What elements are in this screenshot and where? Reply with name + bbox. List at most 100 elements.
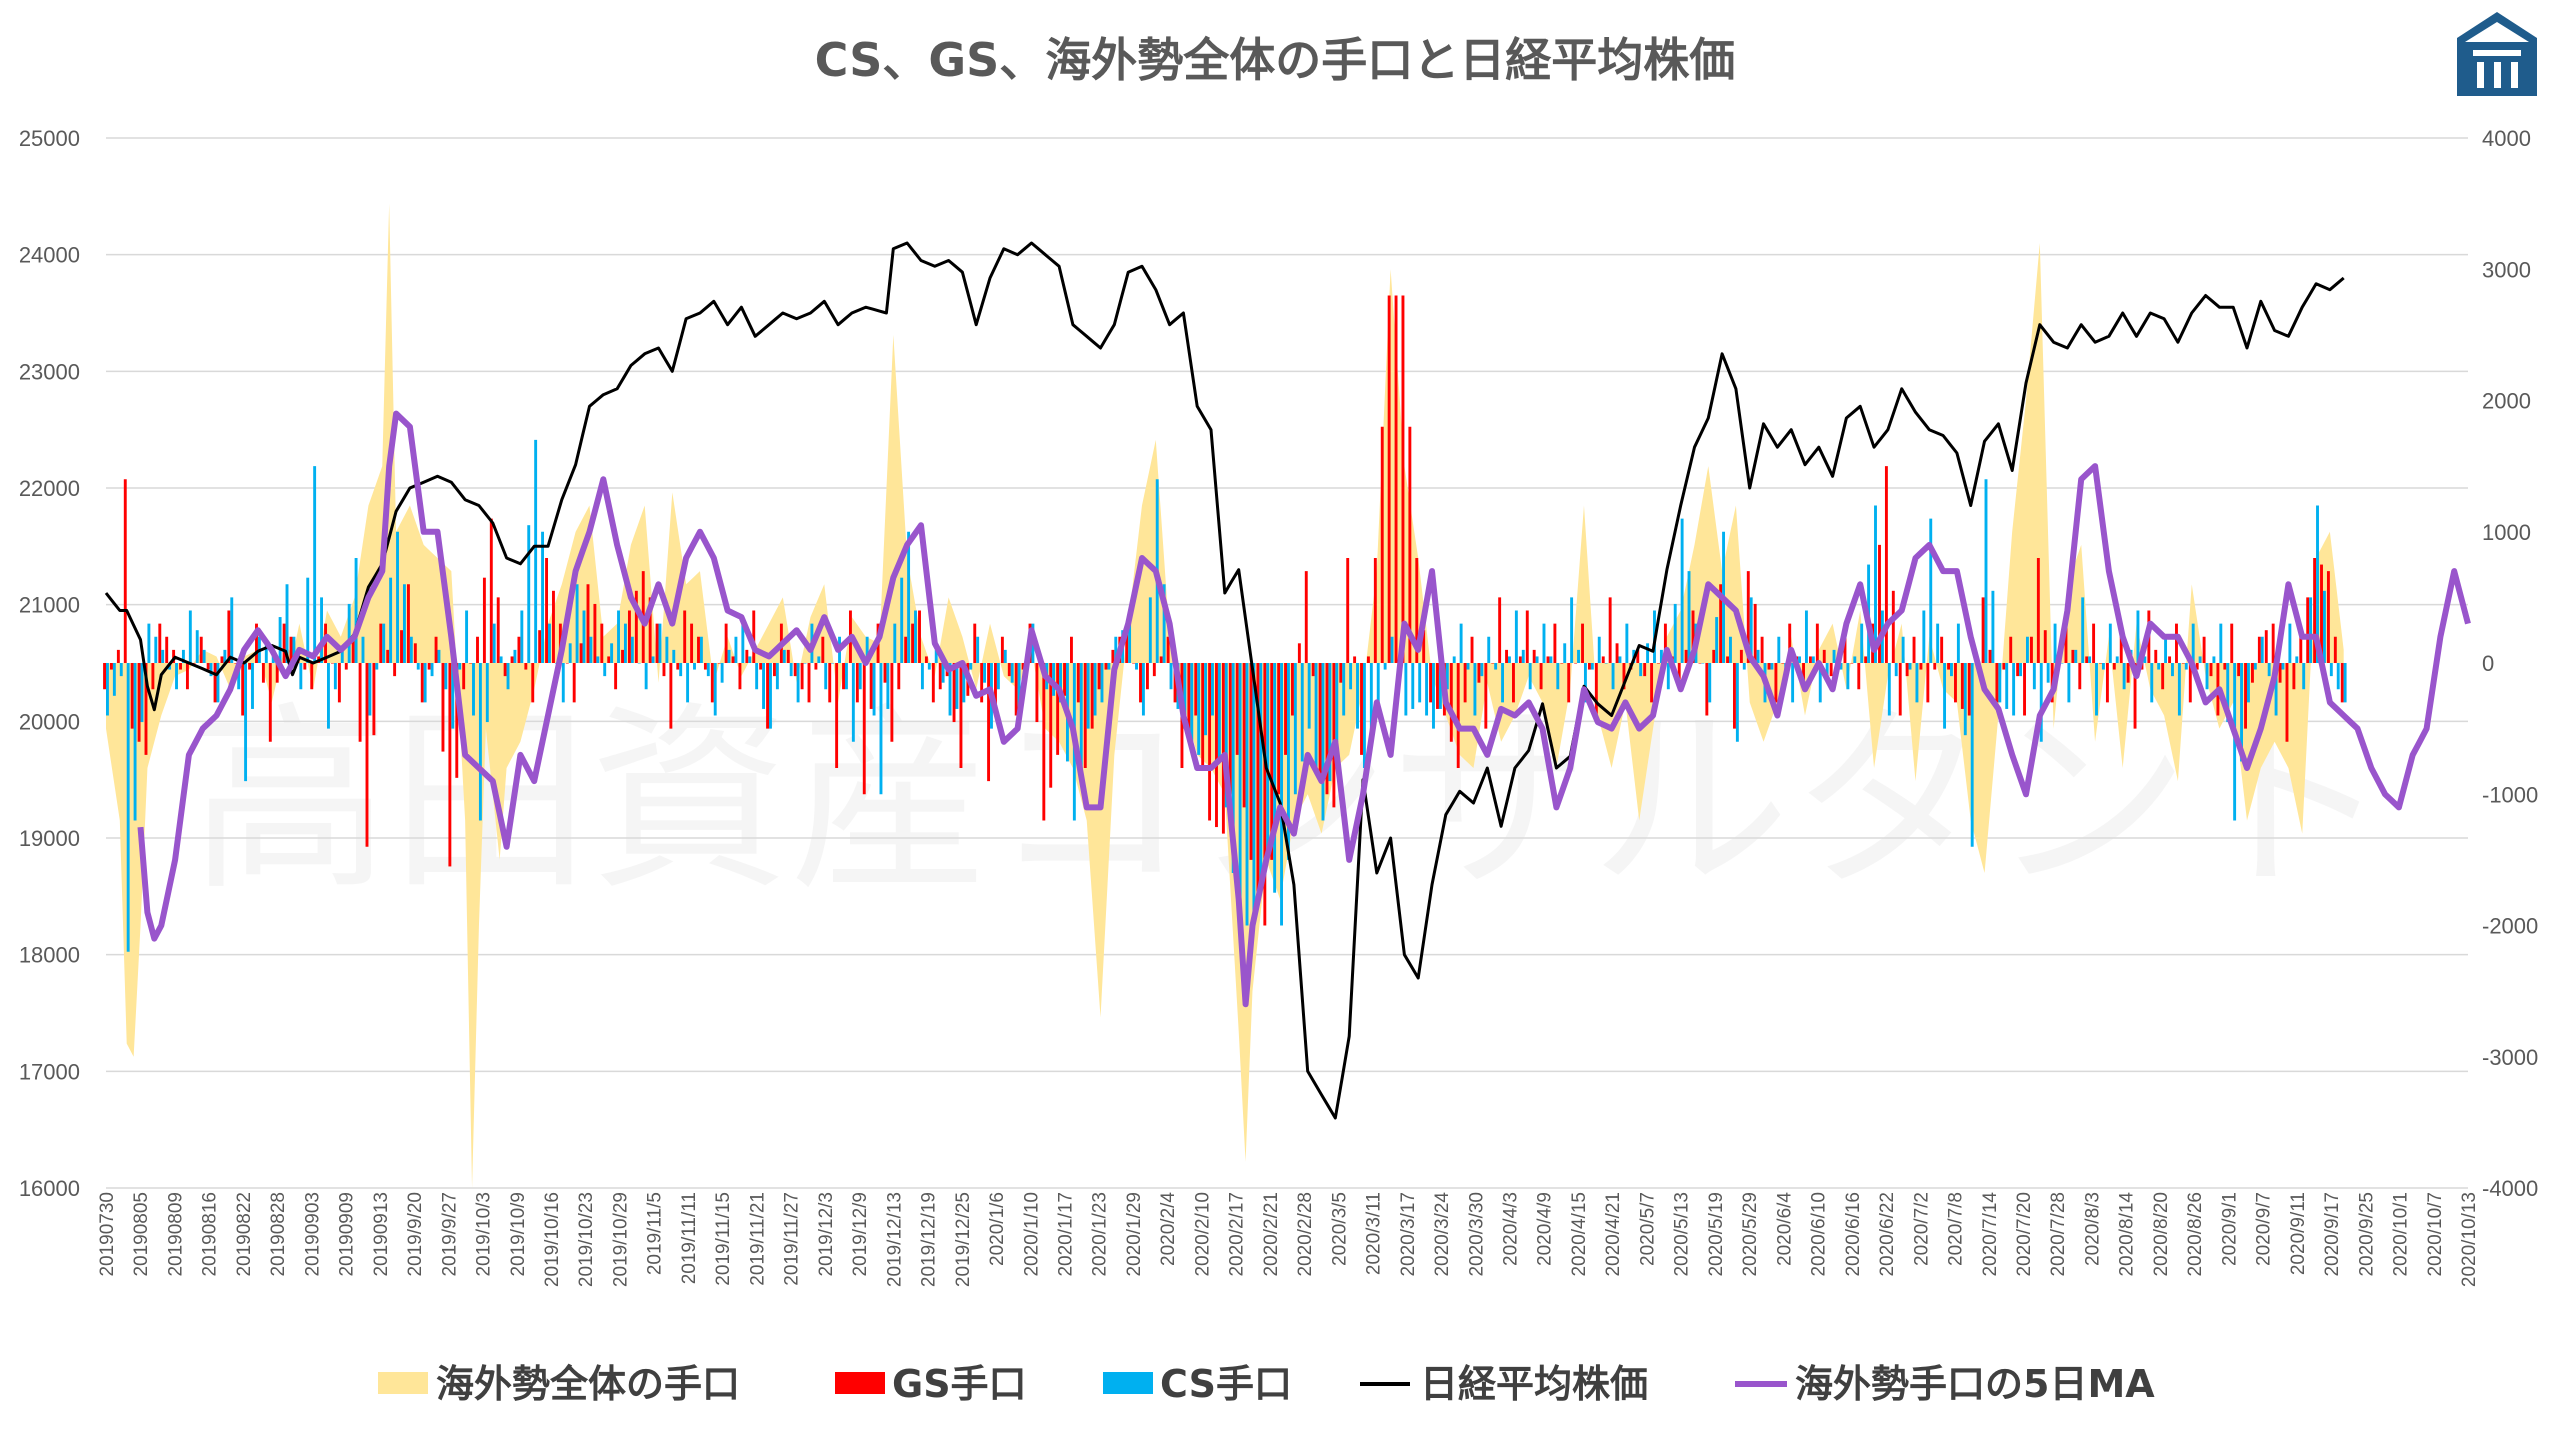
cs-bar	[679, 663, 683, 677]
gs-bar	[1187, 663, 1191, 742]
gs-bar	[994, 663, 997, 709]
cs-bar	[140, 663, 144, 723]
gs-bar	[2099, 663, 2102, 664]
gs-bar	[1277, 663, 1281, 795]
cs-bar	[1059, 663, 1062, 703]
x-tick-label: 2020/4/9	[1535, 1192, 1556, 1266]
x-tick-label: 2020/3/30	[1466, 1192, 1487, 1277]
gs-bar	[1387, 295, 1391, 663]
gs-bar	[717, 663, 721, 664]
cs-bar	[927, 663, 931, 670]
gs-bar	[1947, 663, 1951, 670]
cs-bar	[1577, 649, 1580, 663]
cs-bar	[1998, 663, 2002, 703]
cs-bar	[755, 663, 759, 690]
gs-bar	[607, 656, 611, 663]
cs-bar	[409, 636, 413, 663]
gs-bar	[648, 597, 652, 663]
cs-bar	[1749, 597, 1753, 663]
right-tick-label: 0	[2482, 651, 2494, 676]
right-tick-label: -2000	[2482, 914, 2538, 939]
cs-bar	[492, 623, 496, 663]
cs-bar	[1383, 663, 1387, 670]
gs-bar	[911, 623, 915, 663]
cs-bar	[1086, 663, 1090, 729]
gs-bar	[2299, 636, 2303, 663]
gs-bar	[137, 663, 141, 742]
cs-bar	[2288, 623, 2292, 663]
cs-bar	[1963, 663, 1967, 736]
cs-bar	[893, 623, 897, 663]
gs-bar	[248, 663, 252, 670]
gs-bar	[1069, 636, 1073, 663]
cs-bar	[1445, 663, 1449, 690]
gs-bar	[199, 636, 203, 663]
left-tick-label: 25000	[19, 126, 80, 151]
cs-bar	[230, 597, 234, 663]
gs-bar	[918, 610, 921, 663]
gs-bar	[406, 584, 410, 663]
gs-bar	[1132, 663, 1136, 664]
cs-bar	[1197, 663, 1201, 755]
cs-bar	[1853, 656, 1857, 663]
x-tick-label: 2020/5/13	[1672, 1192, 1693, 1277]
gs-bar	[938, 663, 942, 690]
gs-bar	[1366, 656, 1370, 663]
gs-bar	[1159, 656, 1163, 663]
cs-bar	[1252, 663, 1256, 913]
cs-bar	[568, 643, 572, 663]
gs-bar	[1581, 623, 1584, 663]
x-tick-label: 2020/8/3	[2082, 1192, 2103, 1266]
gs-bar	[1270, 663, 1274, 860]
cs-bar	[112, 663, 116, 696]
x-tick-label: 2020/7/14	[1980, 1192, 2001, 1277]
cs-bar	[1708, 663, 1712, 703]
cs-bar	[1804, 610, 1808, 663]
gs-bar	[1325, 663, 1329, 795]
gs-bar	[2175, 623, 2178, 663]
gs-bar	[110, 663, 113, 670]
x-tick-label: 2020/6/4	[1774, 1192, 1795, 1266]
cs-bar	[333, 663, 337, 690]
x-tick-label: 20190909	[337, 1192, 358, 1277]
cs-bar	[1114, 636, 1118, 663]
cs-bar	[306, 577, 310, 663]
cs-bar	[2067, 663, 2071, 703]
x-tick-label: 2020/10/1	[2391, 1192, 2412, 1277]
gs-bar	[303, 663, 307, 670]
cs-bar	[223, 649, 227, 663]
cs-bar	[244, 663, 248, 782]
cs-bar	[2226, 663, 2230, 723]
gs-bar	[1594, 663, 1598, 716]
cs-bar	[914, 610, 917, 663]
cs-bar	[485, 663, 489, 723]
gs-bar	[565, 663, 569, 664]
gs-bar	[724, 623, 728, 663]
gs-bar	[2085, 656, 2089, 663]
gs-bar	[793, 663, 797, 677]
gs-bar	[1201, 663, 1205, 768]
gs-bar	[524, 663, 528, 670]
gs-bar	[1097, 663, 1101, 690]
gs-bar	[1415, 558, 1419, 663]
cs-bar	[1162, 584, 1166, 663]
gs-bar	[1000, 636, 1004, 663]
gs-bar	[310, 663, 314, 690]
cs-bar	[1922, 610, 1926, 663]
cs-bar	[2302, 663, 2306, 690]
gs-bar	[393, 663, 397, 677]
right-tick-label: -3000	[2482, 1045, 2538, 1070]
cs-bar	[955, 663, 959, 709]
cs-bar	[402, 584, 406, 663]
gs-bar	[1429, 663, 1433, 703]
cs-bar	[2274, 663, 2278, 716]
cs-bar	[2198, 656, 2202, 663]
cs-bar	[1093, 663, 1097, 716]
gs-bar	[2271, 623, 2275, 663]
cs-bar	[769, 663, 772, 729]
x-tick-label: 2019/10/3	[474, 1192, 495, 1277]
cs-bar	[699, 636, 703, 663]
gs-bar	[1995, 663, 1999, 703]
gs-bar	[1063, 663, 1066, 696]
cs-bar	[2212, 656, 2216, 663]
